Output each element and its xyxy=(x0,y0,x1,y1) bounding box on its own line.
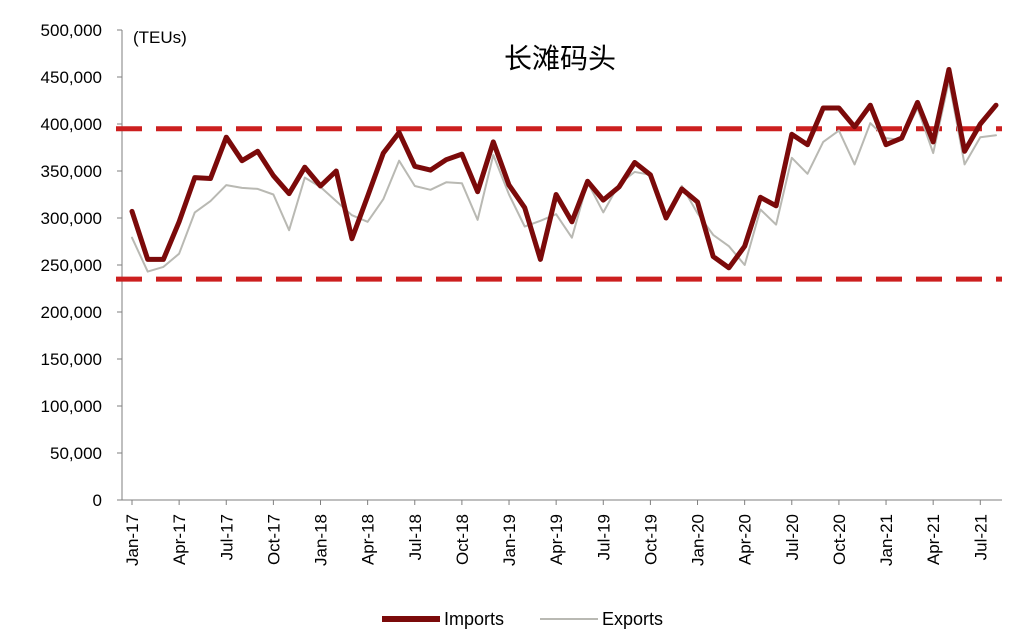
series-line-imports xyxy=(129,67,999,271)
series-lines xyxy=(129,67,999,273)
legend-label-exports: Exports xyxy=(602,609,663,629)
y-tick-label: 350,000 xyxy=(41,162,102,181)
x-tick-label: Jan-21 xyxy=(877,514,896,566)
x-tick-label: Jul-21 xyxy=(971,514,990,560)
x-tick-label: Jan-18 xyxy=(312,514,331,566)
y-tick-label: 400,000 xyxy=(41,115,102,134)
unit-label: (TEUs) xyxy=(133,28,187,47)
y-tick-label: 200,000 xyxy=(41,303,102,322)
x-tick-label: Apr-17 xyxy=(170,514,189,565)
x-tick-label: Jul-20 xyxy=(783,514,802,560)
y-axis: 0 50,000 100,000 150,000 200,000 250,000 300,0… xyxy=(41,21,123,510)
x-tick-label: Apr-21 xyxy=(924,514,943,565)
x-tick-label: Jan-19 xyxy=(500,514,519,566)
x-tick-label: Apr-18 xyxy=(359,514,378,565)
y-tick-label: 450,000 xyxy=(41,68,102,87)
chart-title: 长滩码头 xyxy=(504,42,616,75)
x-tick-label: Oct-19 xyxy=(641,514,660,565)
y-tick-label: 250,000 xyxy=(41,256,102,275)
x-tick-label: Oct-20 xyxy=(830,514,849,565)
x-tick-label: Apr-19 xyxy=(547,514,566,565)
y-tick-label: 100,000 xyxy=(41,397,102,416)
x-tick-label: Jan-20 xyxy=(689,514,708,566)
y-tick-label: 300,000 xyxy=(41,209,102,228)
x-tick-label: Apr-20 xyxy=(736,514,755,565)
y-tick-label: 500,000 xyxy=(41,21,102,40)
x-axis: Jan-17 Apr-17 Jul-17 Oct-17 Jan-18 Apr-18 Jul-… xyxy=(122,499,1002,566)
x-tick-label: Jul-18 xyxy=(406,514,425,560)
x-tick-label: Jul-19 xyxy=(594,514,613,560)
x-tick-label: Oct-18 xyxy=(453,514,472,565)
y-tick-label: 50,000 xyxy=(50,444,102,463)
x-tick-label: Jul-17 xyxy=(217,514,236,560)
legend: Imports Exports xyxy=(382,609,663,629)
x-tick-label: Oct-17 xyxy=(264,514,283,565)
legend-label-imports: Imports xyxy=(444,609,504,629)
y-tick-label: 150,000 xyxy=(41,350,102,369)
series-line-exports xyxy=(131,79,997,273)
y-tick-label: 0 xyxy=(93,491,102,510)
x-tick-label: Jan-17 xyxy=(123,514,142,566)
